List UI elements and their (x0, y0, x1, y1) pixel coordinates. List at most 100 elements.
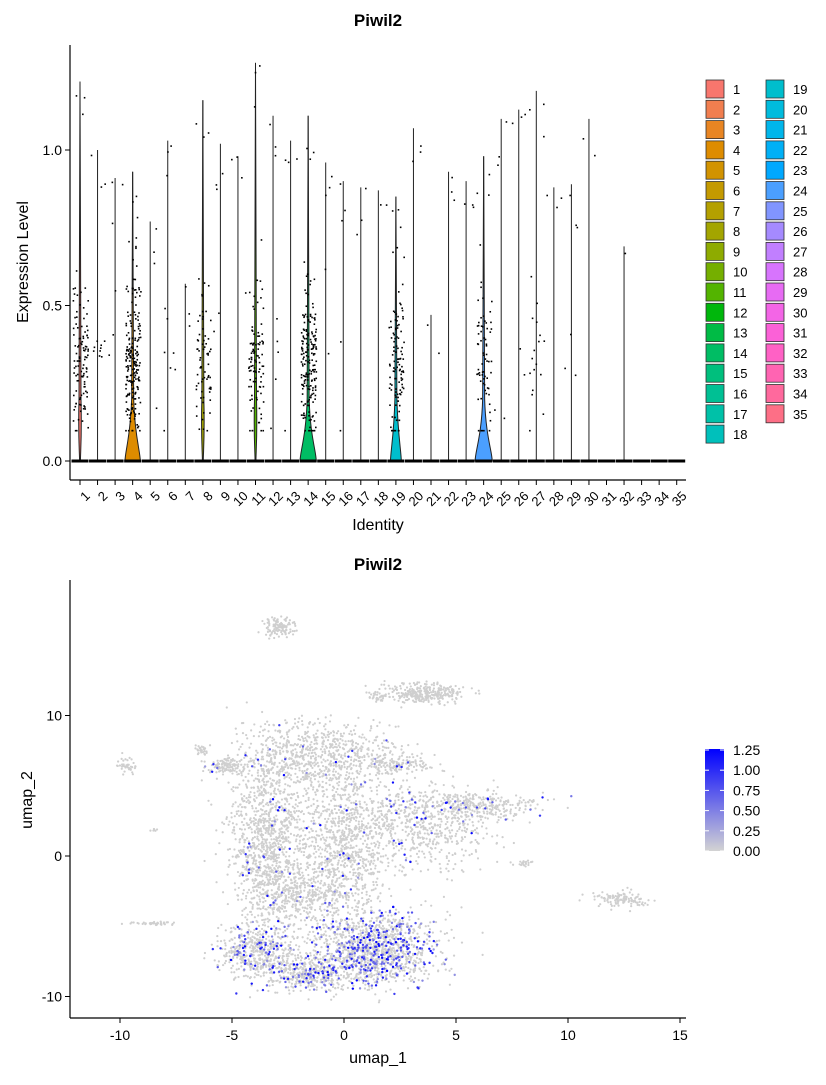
cell-point (351, 892, 353, 894)
point-15 (325, 269, 327, 271)
point-11 (256, 355, 258, 357)
point-24 (489, 412, 491, 414)
cell-point (367, 901, 369, 903)
cell-point (253, 860, 255, 862)
cell-point (232, 803, 234, 805)
point-1 (74, 360, 76, 362)
zero-points-29 (563, 460, 580, 463)
cell-point (334, 855, 336, 857)
point-24 (482, 383, 484, 385)
cell-point (226, 706, 228, 708)
point-1 (79, 357, 81, 359)
cell-point (370, 868, 372, 870)
zero-points-7 (177, 460, 194, 463)
x-tick-label: 3 (112, 488, 128, 504)
point-14 (311, 430, 313, 432)
cell-point (271, 740, 273, 742)
cell-point (270, 760, 272, 762)
cell-point (254, 814, 256, 816)
cell-point (251, 828, 253, 830)
cell-point (304, 886, 306, 888)
cell-point (424, 683, 426, 685)
cell-point (201, 779, 203, 781)
legend-label-26: 26 (793, 224, 807, 239)
cell-point (283, 619, 285, 621)
cell-point (354, 784, 356, 786)
point-14 (308, 411, 310, 413)
cell-point (398, 692, 400, 694)
cell-point (370, 853, 372, 855)
cell-point (227, 849, 229, 851)
cell-point (312, 895, 314, 897)
cell-point (265, 744, 267, 746)
point-19 (398, 430, 400, 432)
cell-point (405, 699, 407, 701)
point-4 (134, 339, 136, 341)
point-8 (209, 412, 211, 414)
point-4 (131, 388, 133, 390)
point-19 (390, 383, 392, 385)
cell-point (336, 839, 338, 841)
cell-point (247, 913, 249, 915)
legend-label-7: 7 (733, 204, 740, 219)
cell-point (366, 753, 368, 755)
point-4 (140, 337, 142, 339)
cell-point (334, 746, 336, 748)
point-4 (130, 322, 132, 324)
cell-point (384, 694, 386, 696)
cell-point (369, 864, 371, 866)
point-1 (86, 392, 88, 394)
cell-point (274, 875, 276, 877)
cell-point (432, 691, 434, 693)
cell-point (447, 870, 449, 872)
cell-point (444, 794, 446, 796)
cell-point (210, 804, 212, 806)
cell-point (299, 843, 301, 845)
cell-point (307, 894, 309, 896)
point-13 (284, 430, 286, 432)
legend-label-21: 21 (793, 123, 807, 138)
cell-point (227, 769, 229, 771)
point-4 (126, 286, 128, 288)
cell-point (287, 826, 289, 828)
cell-point (363, 759, 365, 761)
cell-point (341, 860, 343, 862)
cell-point (284, 764, 286, 766)
cell-point (304, 884, 306, 886)
cell-point (377, 745, 379, 747)
point-24 (480, 331, 482, 333)
cell-point (265, 813, 267, 815)
cell-point (289, 923, 291, 925)
cell-point (310, 820, 312, 822)
cell-point (278, 629, 280, 631)
cell-point (284, 907, 286, 909)
point-24 (489, 174, 491, 176)
point-11 (255, 381, 257, 383)
cell-point (310, 919, 312, 921)
cell-point (501, 836, 503, 838)
cell-point (307, 913, 309, 915)
cell-point (358, 831, 360, 833)
cell-point (294, 768, 296, 770)
cell-point (273, 872, 275, 874)
cell-point (323, 909, 325, 911)
cell-point (318, 855, 320, 857)
point-11 (259, 362, 261, 364)
point-14 (302, 384, 304, 386)
cell-point (503, 846, 505, 848)
cell-point (392, 844, 394, 846)
cell-point (337, 738, 339, 740)
cell-point (271, 833, 273, 835)
cell-point (333, 869, 335, 871)
point-11 (249, 292, 251, 294)
point-24 (488, 388, 490, 390)
cell-point (273, 790, 275, 792)
point-4 (138, 413, 140, 415)
point-24 (486, 345, 488, 347)
cell-point (280, 631, 282, 633)
cell-point (338, 859, 340, 861)
cell-point (332, 764, 334, 766)
cell-point (356, 755, 358, 757)
cell-point (372, 873, 374, 875)
point-24 (484, 390, 486, 392)
